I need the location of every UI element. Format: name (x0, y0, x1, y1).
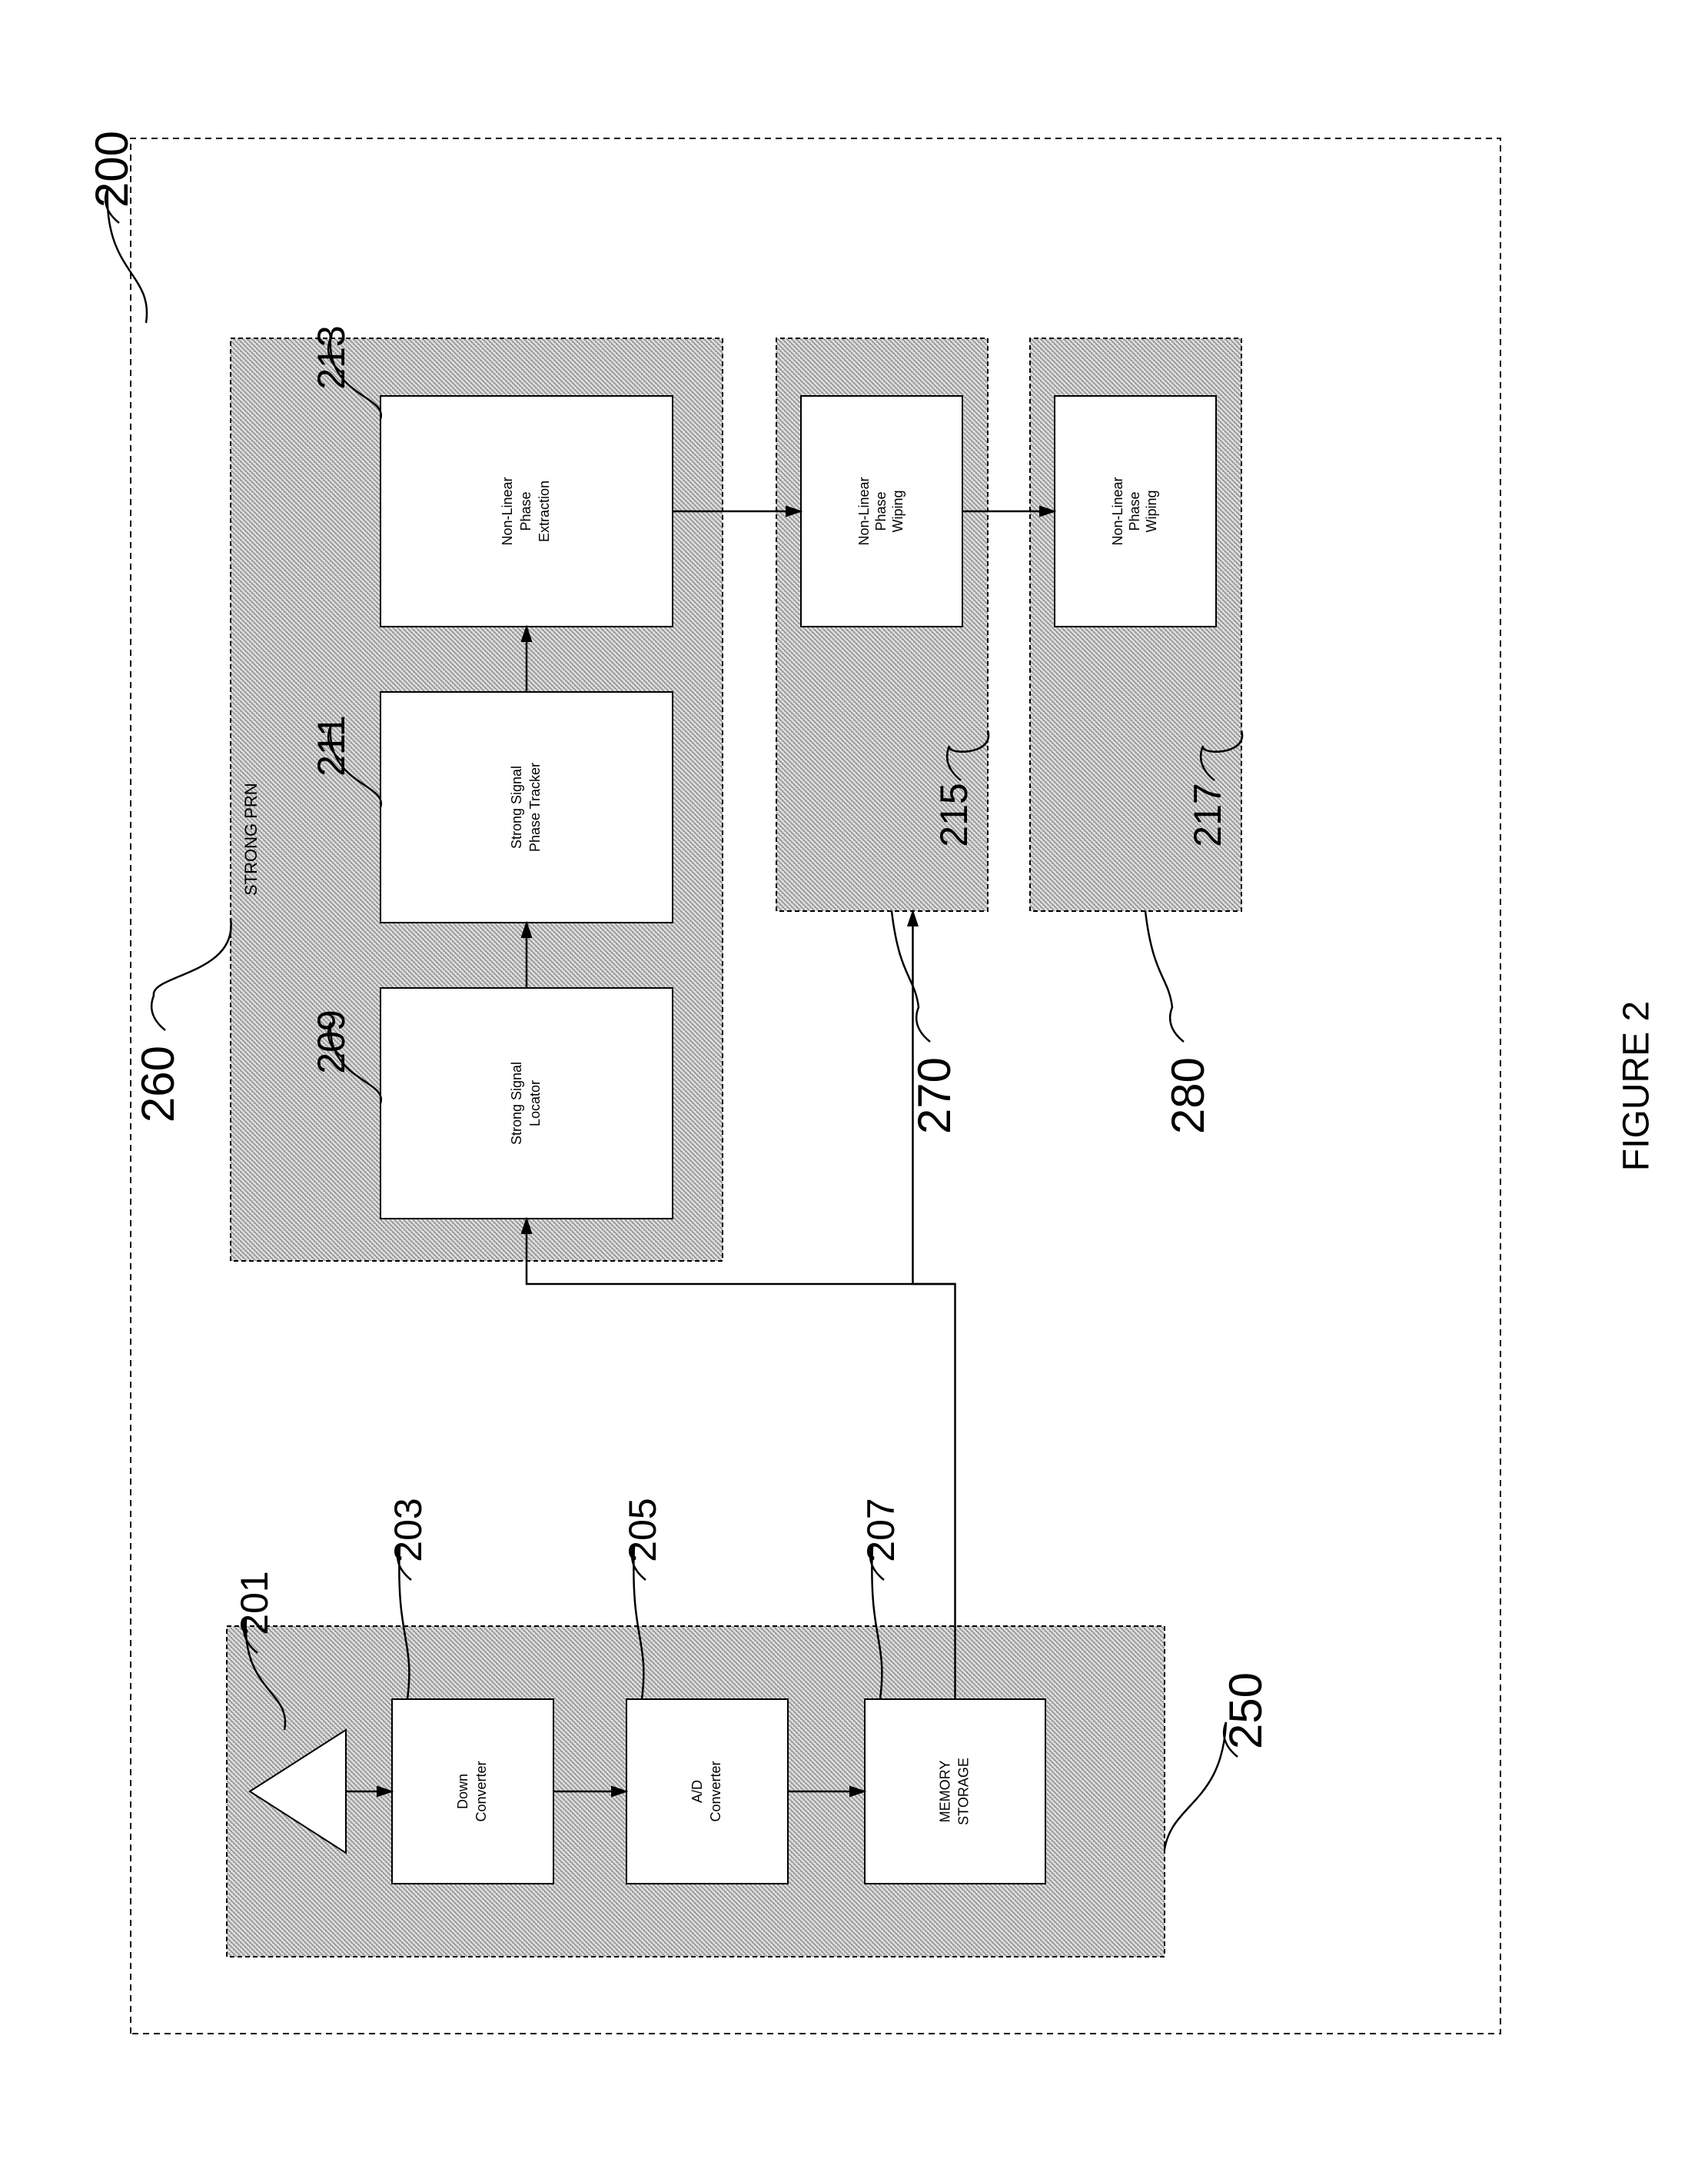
callout-215: 215 (932, 783, 975, 847)
figure-label: FIGURE 2 (1617, 1001, 1657, 1171)
callout-213: 213 (310, 325, 353, 389)
callout-207: 207 (859, 1498, 902, 1562)
callout-201: 201 (233, 1571, 276, 1635)
group-260-title: STRONG PRN (241, 783, 261, 896)
callout-205: 205 (621, 1498, 664, 1562)
callout-260: 260 (132, 1046, 184, 1123)
callout-209: 209 (310, 1009, 353, 1073)
callout-200: 200 (86, 131, 138, 208)
callout-203: 203 (387, 1498, 430, 1562)
callout-217: 217 (1186, 783, 1229, 847)
callout-270: 270 (909, 1057, 960, 1134)
callout-211: 211 (310, 715, 353, 777)
callout-250: 250 (1220, 1672, 1271, 1749)
callout-280: 280 (1162, 1057, 1214, 1134)
